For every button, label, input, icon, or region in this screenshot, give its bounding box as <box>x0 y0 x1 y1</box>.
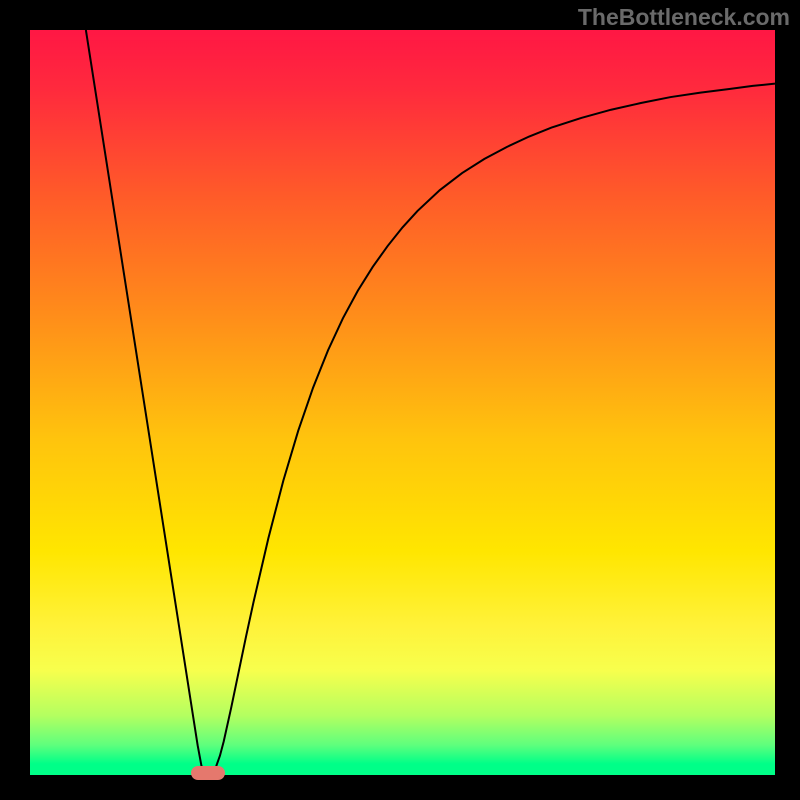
watermark-text: TheBottleneck.com <box>578 4 790 31</box>
optimal-marker <box>191 766 225 780</box>
chart-canvas: TheBottleneck.com <box>0 0 800 800</box>
plot-area <box>30 30 775 775</box>
curve-line <box>30 30 775 775</box>
